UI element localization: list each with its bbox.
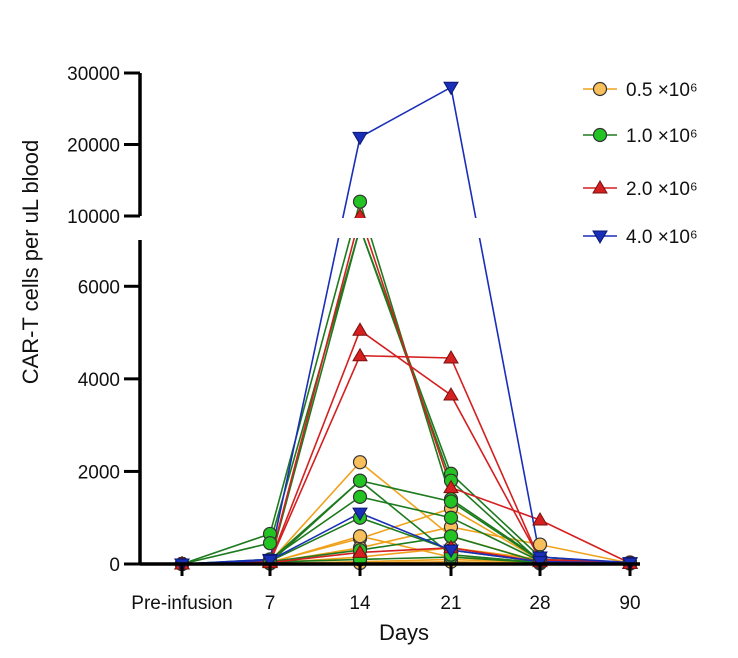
series-line [181,213,631,565]
y-axis-title: CAR-T cells per uL blood [18,140,43,385]
data-point [443,494,459,509]
x-axis-title: Days [379,620,429,645]
legend-label: 4.0 ×10⁶ [626,227,698,248]
x-tick-label: Pre-infusion [131,593,232,614]
axes: 10000 20000 30000 0 2000 4000 6000 Pre-infusion… [0,64,738,614]
y-tick-label: 10000 [67,207,120,228]
legend-marker [592,127,608,143]
y-tick-label: 4000 [78,370,120,391]
data-point [352,507,368,522]
series-line [181,329,631,565]
legend-marker [592,81,608,97]
data-point [352,455,368,470]
data-point [352,347,368,362]
y-tick-label: 20000 [67,136,120,157]
series-line [181,507,631,565]
series-markers [174,81,638,572]
data-point [532,512,548,526]
series-line [181,198,631,565]
data-point [352,529,368,544]
data-point [352,322,368,336]
series-line [181,225,631,565]
legend-marker [592,230,608,244]
data-point [262,536,278,551]
series-line [181,479,631,565]
x-tick-label: 7 [265,593,276,614]
data-point [443,81,459,96]
y-tick-label: 6000 [78,277,120,298]
data-point [532,537,548,552]
legend-label: 1.0 ×10⁶ [626,126,698,147]
x-tick-label: 14 [349,593,371,614]
x-tick-label: 21 [440,593,461,614]
y-tick-label: 0 [109,555,120,576]
x-tick-label: 90 [619,593,640,614]
data-point [352,194,368,209]
data-point [443,387,459,401]
series-line [181,225,631,565]
data-point [443,350,459,364]
x-tick-label: 28 [529,593,550,614]
series-line [181,354,631,565]
data-point [352,473,368,488]
series-line [181,86,631,565]
series-lines [181,86,631,565]
legend-label: 2.0 ×10⁶ [626,179,698,200]
y-tick-label: 30000 [67,64,120,85]
axis-break-gap [0,218,738,238]
data-point [443,479,459,494]
data-point [443,510,459,525]
legend-marker [592,180,608,194]
legend: 0.5 ×10⁶ 1.0 ×10⁶ 2.0 ×10⁶ 4.0 ×10⁶ [583,80,698,248]
data-point [352,489,368,504]
data-point [262,554,278,569]
data-point [352,544,368,558]
legend-label: 0.5 ×10⁶ [626,80,698,101]
y-tick-label: 2000 [78,462,120,483]
data-point [443,544,459,559]
series-line [181,512,631,565]
series-line [181,479,631,565]
data-point [352,131,368,146]
